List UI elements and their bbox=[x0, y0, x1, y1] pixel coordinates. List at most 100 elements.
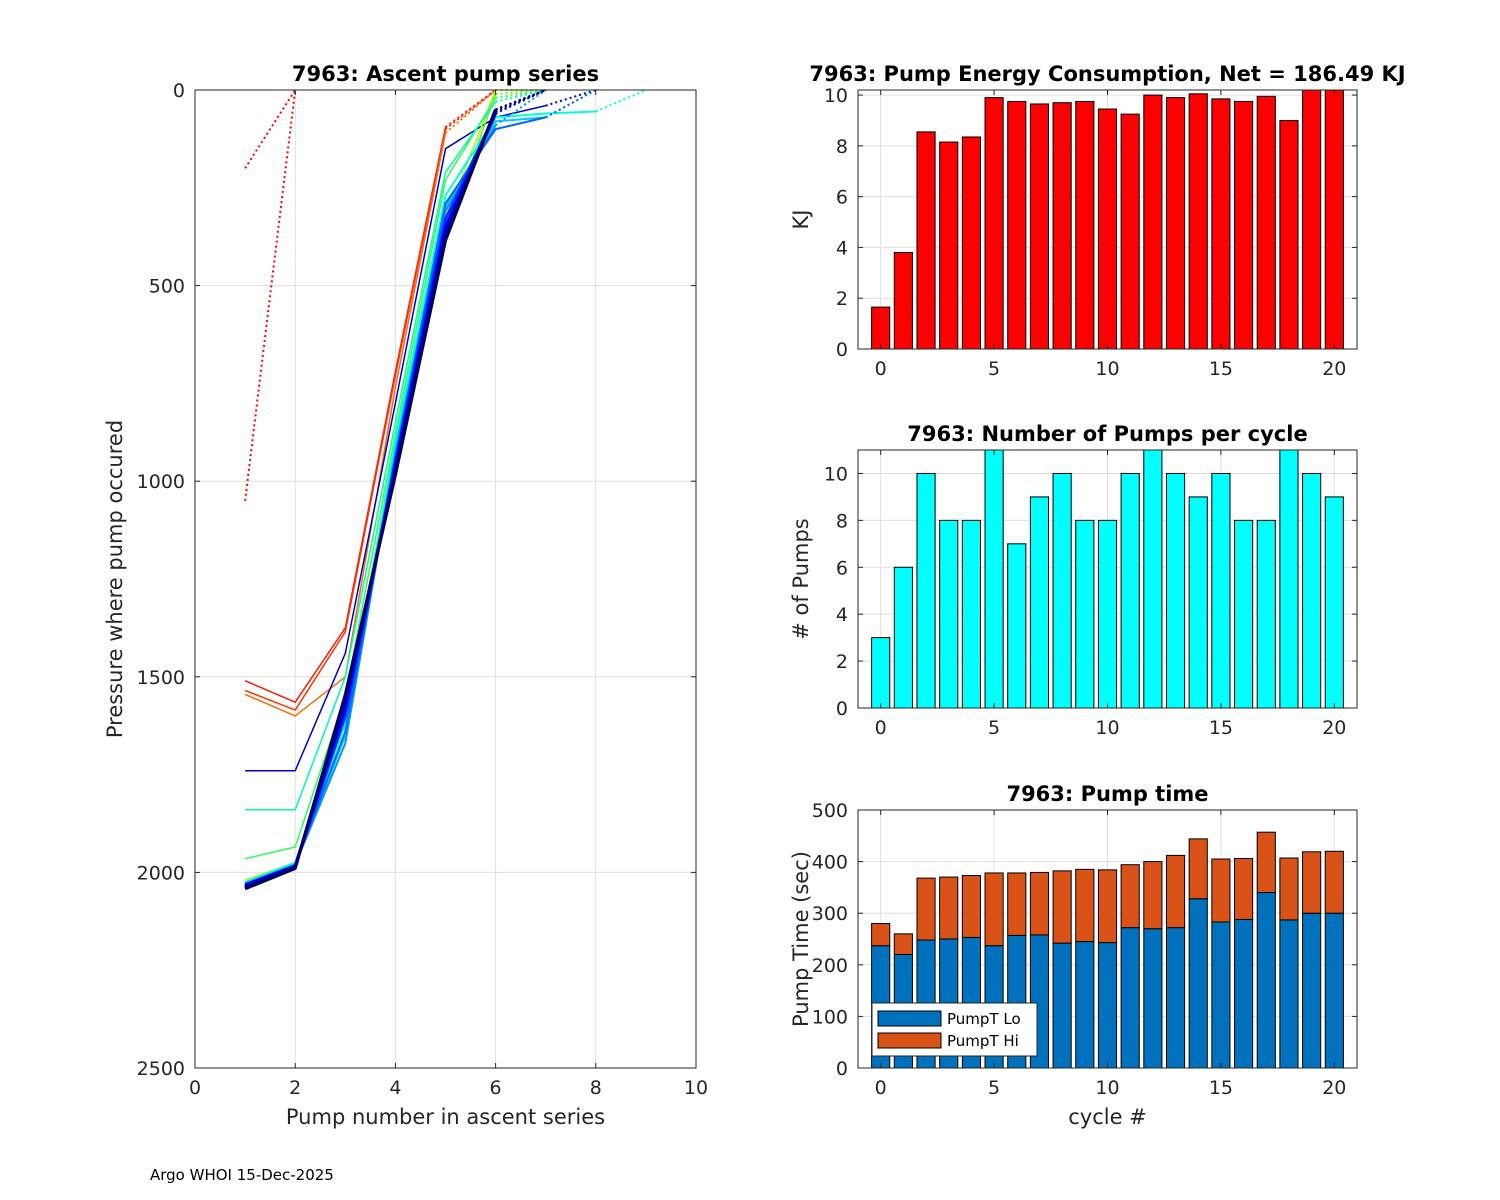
legend-label: PumpT Hi bbox=[947, 1032, 1019, 1050]
chart-title: 7963: Pump Energy Consumption, Net = 186… bbox=[809, 62, 1405, 86]
bar bbox=[1234, 100, 1254, 350]
y-tick-label: 200 bbox=[812, 955, 848, 977]
x-tick-label: 0 bbox=[875, 358, 887, 380]
y-tick-label: 10 bbox=[824, 85, 848, 107]
x-tick-label: 5 bbox=[988, 717, 1000, 739]
series-surface-segment bbox=[444, 89, 497, 130]
bar-pumpt-hi bbox=[1188, 838, 1208, 900]
y-tick-label: 500 bbox=[812, 800, 848, 822]
bar bbox=[1143, 94, 1163, 350]
bar-pumpt-lo bbox=[1075, 941, 1095, 1069]
x-tick-label: 10 bbox=[684, 1077, 708, 1099]
x-tick-label: 10 bbox=[1095, 717, 1119, 739]
bar bbox=[1324, 496, 1344, 709]
bar-pumpt-hi bbox=[1052, 870, 1072, 944]
legend-swatch bbox=[877, 1010, 942, 1027]
bar bbox=[893, 566, 913, 709]
legend: PumpT Lo PumpT Hi bbox=[871, 1002, 1038, 1057]
bar-pumpt-lo bbox=[1256, 892, 1276, 1069]
y-tick-label: 2000 bbox=[137, 862, 185, 884]
x-tick-label: 15 bbox=[1209, 717, 1233, 739]
bar bbox=[1029, 103, 1050, 350]
y-axis-label: Pressure where pump occured bbox=[103, 420, 127, 738]
bar bbox=[916, 131, 936, 350]
bar-pumpt-hi bbox=[1165, 854, 1186, 929]
bar bbox=[1188, 496, 1208, 709]
y-tick-label: 8 bbox=[836, 510, 848, 532]
series-surface-segment bbox=[545, 89, 597, 107]
series-line bbox=[244, 89, 297, 169]
bar-pumpt-hi bbox=[1211, 858, 1231, 923]
footer-note: Argo WHOI 15-Dec-2025 bbox=[150, 1166, 334, 1184]
bar bbox=[1075, 519, 1095, 709]
bar bbox=[1211, 472, 1231, 709]
x-tick-label: 8 bbox=[590, 1077, 602, 1099]
series-line bbox=[244, 128, 447, 711]
bar bbox=[1234, 519, 1254, 709]
x-tick-label: 0 bbox=[875, 717, 887, 739]
bar-pumpt-hi bbox=[1234, 858, 1254, 920]
bar-pumpt-hi bbox=[871, 923, 891, 947]
series-surface-segment bbox=[495, 89, 547, 127]
x-tick-label: 20 bbox=[1322, 717, 1346, 739]
bar-pumpt-lo bbox=[1165, 927, 1186, 1069]
y-tick-label: 4 bbox=[836, 604, 848, 626]
bar bbox=[1007, 100, 1027, 350]
y-tick-label: 2 bbox=[836, 288, 848, 310]
x-tick-label: 2 bbox=[289, 1077, 301, 1099]
x-tick-label: 5 bbox=[988, 358, 1000, 380]
y-axis-label: Pump Time (sec) bbox=[789, 851, 813, 1027]
bar bbox=[961, 136, 981, 350]
chart-title: 7963: Pump time bbox=[1006, 782, 1208, 806]
bar-pumpt-hi bbox=[1120, 864, 1140, 929]
bar-pumpt-hi bbox=[1256, 831, 1276, 894]
y-tick-label: 2500 bbox=[137, 1058, 185, 1080]
bar bbox=[1097, 519, 1118, 709]
bar bbox=[893, 252, 913, 350]
series-surface-segment bbox=[444, 89, 497, 134]
bar bbox=[1075, 100, 1095, 350]
bar bbox=[939, 141, 959, 350]
bar bbox=[1302, 472, 1322, 709]
bar bbox=[961, 519, 981, 709]
x-tick-label: 0 bbox=[875, 1077, 887, 1099]
legend-label: PumpT Lo bbox=[947, 1010, 1021, 1028]
bar bbox=[1165, 472, 1186, 709]
bar bbox=[1052, 102, 1072, 350]
y-axis-label: # of Pumps bbox=[789, 518, 813, 640]
y-tick-label: 6 bbox=[836, 557, 848, 579]
bar-pumpt-hi bbox=[1097, 869, 1118, 944]
bar bbox=[1211, 98, 1231, 350]
series-line bbox=[244, 89, 297, 501]
bar bbox=[939, 519, 959, 709]
bar bbox=[871, 306, 891, 350]
x-tick-label: 10 bbox=[1095, 1077, 1119, 1099]
series-surface-segment bbox=[495, 89, 547, 111]
y-tick-label: 0 bbox=[836, 698, 848, 720]
bar-pumpt-lo bbox=[1234, 918, 1254, 1069]
bar-pumpt-hi bbox=[1029, 871, 1050, 936]
bar bbox=[1256, 95, 1276, 350]
y-tick-label: 100 bbox=[812, 1006, 848, 1028]
axes-box bbox=[194, 89, 697, 1069]
y-axis-label: KJ bbox=[789, 210, 813, 230]
x-axis-label: Pump number in ascent series bbox=[286, 1105, 605, 1129]
series-line bbox=[244, 93, 497, 883]
bar-pumpt-lo bbox=[1143, 928, 1163, 1069]
bar-pumpt-hi bbox=[916, 877, 936, 941]
x-tick-label: 10 bbox=[1095, 358, 1119, 380]
x-tick-label: 0 bbox=[189, 1077, 201, 1099]
bar bbox=[1279, 449, 1299, 709]
bar-pumpt-hi bbox=[939, 876, 959, 940]
y-tick-label: 0 bbox=[836, 339, 848, 361]
bar bbox=[1256, 519, 1276, 709]
bar bbox=[1120, 472, 1140, 709]
series-surface-segment bbox=[595, 89, 647, 113]
y-tick-label: 6 bbox=[836, 187, 848, 209]
bar-pumpt-hi bbox=[1279, 857, 1299, 921]
x-tick-label: 5 bbox=[988, 1077, 1000, 1099]
y-tick-label: 1500 bbox=[137, 667, 185, 689]
bar-pumpt-hi bbox=[1324, 850, 1344, 914]
bar-pumpt-hi bbox=[1302, 851, 1322, 914]
